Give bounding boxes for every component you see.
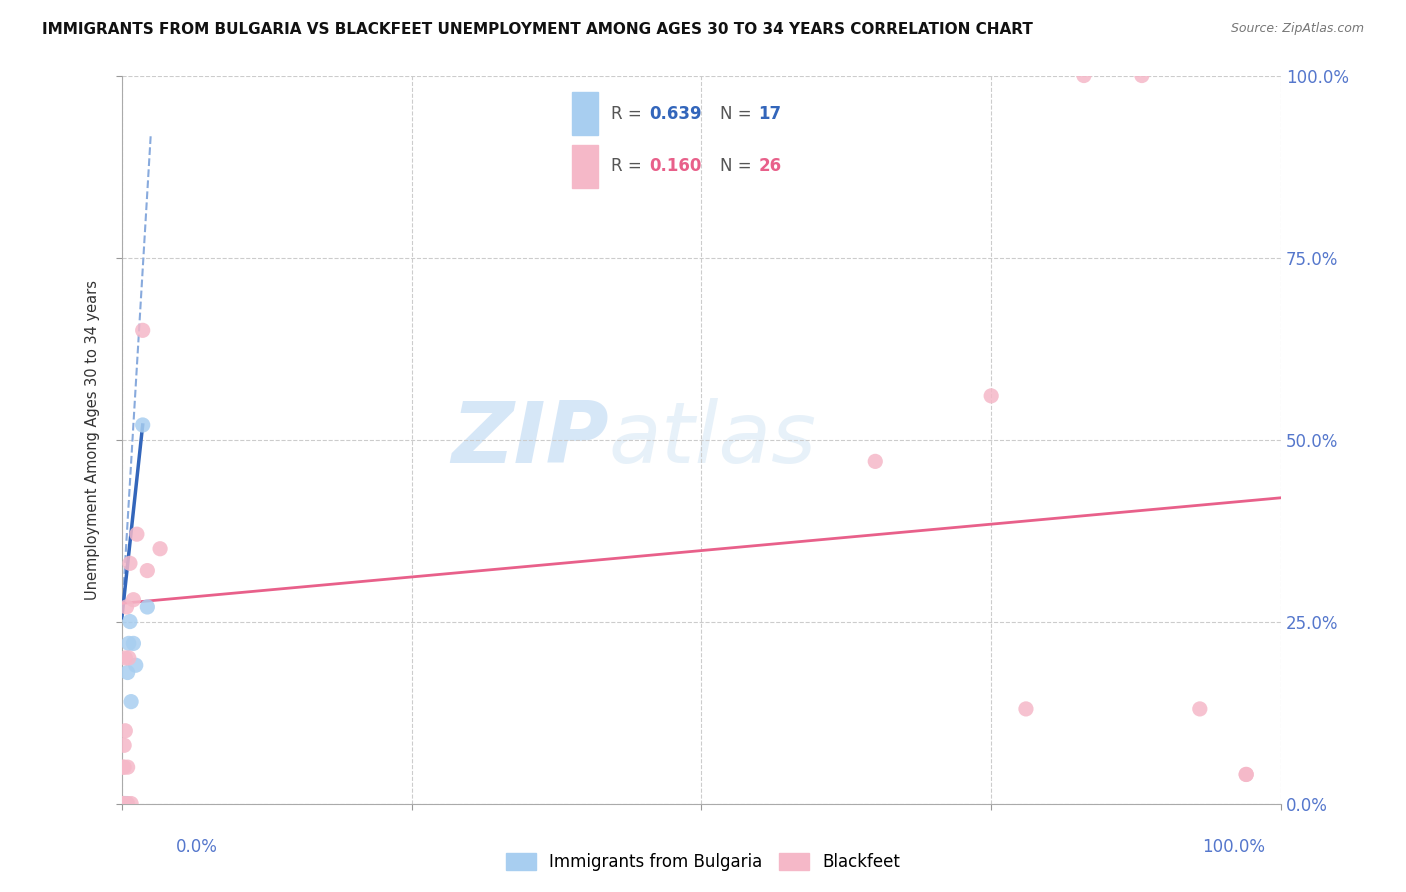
Text: 100.0%: 100.0% <box>1202 838 1265 856</box>
Point <box>980 389 1002 403</box>
Point <box>111 797 134 811</box>
Point <box>111 760 134 774</box>
Point <box>122 592 145 607</box>
Point <box>131 323 153 337</box>
Point <box>149 541 172 556</box>
Point <box>111 797 134 811</box>
Text: atlas: atlas <box>609 398 817 481</box>
Point <box>125 658 148 673</box>
Point <box>115 797 138 811</box>
Text: 0.0%: 0.0% <box>176 838 218 856</box>
Point <box>111 797 134 811</box>
Point <box>1130 69 1153 83</box>
Point <box>125 527 148 541</box>
Point <box>114 797 136 811</box>
Point <box>114 723 136 738</box>
Text: ZIP: ZIP <box>451 398 609 481</box>
Text: IMMIGRANTS FROM BULGARIA VS BLACKFEET UNEMPLOYMENT AMONG AGES 30 TO 34 YEARS COR: IMMIGRANTS FROM BULGARIA VS BLACKFEET UN… <box>42 22 1033 37</box>
Point <box>117 797 139 811</box>
Point <box>117 760 139 774</box>
Point <box>120 797 142 811</box>
Point <box>115 599 138 614</box>
Point <box>865 454 887 468</box>
Text: Source: ZipAtlas.com: Source: ZipAtlas.com <box>1230 22 1364 36</box>
Point <box>111 797 134 811</box>
Point <box>1234 767 1257 781</box>
Point <box>112 797 135 811</box>
Y-axis label: Unemployment Among Ages 30 to 34 years: Unemployment Among Ages 30 to 34 years <box>86 279 100 599</box>
Point <box>114 651 136 665</box>
Point <box>118 636 141 650</box>
Point <box>114 797 136 811</box>
Point <box>118 615 141 629</box>
Point <box>112 760 135 774</box>
Point <box>112 739 135 753</box>
Point <box>1073 69 1095 83</box>
Point <box>118 651 141 665</box>
Legend: Immigrants from Bulgaria, Blackfeet: Immigrants from Bulgaria, Blackfeet <box>498 845 908 880</box>
Point <box>136 599 159 614</box>
Point <box>1234 767 1257 781</box>
Point <box>1015 702 1038 716</box>
Point <box>1188 702 1211 716</box>
Point <box>131 417 153 432</box>
Point <box>122 636 145 650</box>
Point <box>136 564 159 578</box>
Point <box>112 797 135 811</box>
Point <box>120 695 142 709</box>
Point <box>118 557 141 571</box>
Point <box>111 797 134 811</box>
Point <box>112 797 135 811</box>
Point <box>117 665 139 680</box>
